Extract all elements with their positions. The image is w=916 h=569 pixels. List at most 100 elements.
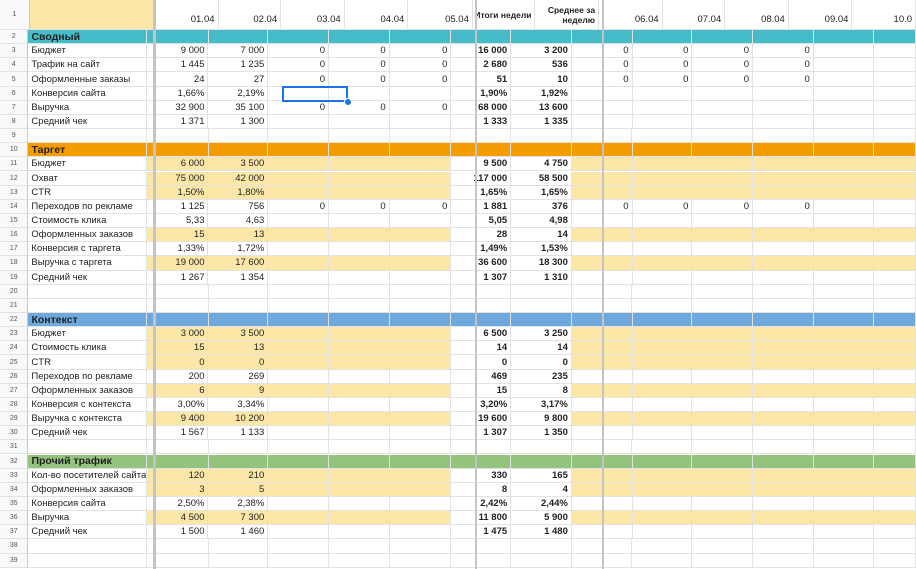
value-cell[interactable] bbox=[268, 412, 329, 427]
empty-cell[interactable] bbox=[692, 539, 753, 554]
section-fill-cell[interactable] bbox=[813, 313, 875, 328]
row-number[interactable]: 2 bbox=[0, 30, 29, 45]
value-cell[interactable] bbox=[753, 100, 814, 115]
average-cell[interactable]: 4 bbox=[511, 482, 572, 497]
value-cell[interactable] bbox=[389, 341, 452, 356]
metric-label[interactable]: Переходов по рекламе bbox=[28, 199, 147, 214]
value-cell[interactable]: 3 bbox=[146, 482, 209, 497]
value-cell[interactable] bbox=[692, 157, 754, 172]
value-cell[interactable]: 1 371 bbox=[146, 114, 209, 130]
value-cell[interactable]: 5,33 bbox=[146, 213, 209, 229]
value-cell[interactable] bbox=[692, 496, 754, 512]
value-cell[interactable] bbox=[328, 355, 390, 370]
value-cell[interactable]: 3 500 bbox=[208, 157, 269, 172]
value-cell[interactable] bbox=[268, 114, 329, 130]
value-cell[interactable] bbox=[753, 114, 814, 130]
average-cell[interactable]: 1 480 bbox=[511, 525, 572, 540]
value-cell[interactable] bbox=[813, 58, 875, 73]
empty-cell[interactable] bbox=[389, 129, 452, 144]
empty-cell[interactable] bbox=[511, 539, 572, 554]
average-cell[interactable]: 1,65% bbox=[511, 185, 572, 200]
value-cell[interactable] bbox=[632, 213, 693, 229]
empty-cell[interactable] bbox=[692, 440, 753, 455]
row-number[interactable]: 36 bbox=[0, 511, 29, 526]
section-fill-cell[interactable] bbox=[752, 313, 814, 328]
empty-cell[interactable] bbox=[28, 284, 147, 299]
value-cell[interactable] bbox=[632, 86, 693, 101]
total-cell[interactable]: 28 bbox=[451, 228, 512, 243]
row-number[interactable]: 27 bbox=[0, 383, 29, 398]
row-number[interactable]: 24 bbox=[0, 341, 29, 356]
section-header-cell[interactable]: Сводный bbox=[28, 30, 148, 45]
value-cell[interactable]: 1 235 bbox=[208, 58, 269, 73]
frozen-column-separator[interactable] bbox=[475, 0, 477, 569]
value-cell[interactable]: 200 bbox=[146, 369, 209, 384]
value-cell[interactable] bbox=[328, 157, 390, 172]
metric-label[interactable]: Конверсия сайта bbox=[28, 86, 147, 101]
row-number[interactable]: 35 bbox=[0, 496, 29, 512]
value-cell[interactable] bbox=[328, 412, 390, 427]
empty-cell[interactable] bbox=[451, 440, 512, 455]
value-cell[interactable] bbox=[328, 511, 390, 526]
value-cell[interactable]: 0 bbox=[268, 199, 329, 214]
metric-label[interactable]: Стоимость клика bbox=[28, 213, 147, 229]
value-cell[interactable]: 1 567 bbox=[146, 426, 209, 441]
value-cell[interactable]: 9 bbox=[208, 383, 269, 398]
average-cell[interactable]: 8 bbox=[511, 383, 572, 398]
section-fill-cell[interactable] bbox=[389, 454, 452, 469]
average-cell[interactable]: 3,17% bbox=[511, 397, 572, 413]
empty-cell[interactable] bbox=[813, 129, 875, 144]
value-cell[interactable]: 0 bbox=[389, 100, 452, 115]
total-cell[interactable]: 1 307 bbox=[451, 426, 512, 441]
value-cell[interactable] bbox=[874, 327, 916, 342]
value-cell[interactable]: 0 bbox=[268, 44, 329, 59]
empty-cell[interactable] bbox=[632, 440, 693, 455]
value-cell[interactable] bbox=[753, 496, 814, 512]
value-cell[interactable] bbox=[874, 426, 916, 441]
total-cell[interactable]: 2 680 bbox=[451, 58, 512, 73]
value-cell[interactable] bbox=[813, 100, 875, 115]
value-cell[interactable] bbox=[389, 383, 452, 398]
section-fill-cell[interactable] bbox=[813, 30, 875, 45]
empty-cell[interactable] bbox=[451, 298, 512, 313]
value-cell[interactable] bbox=[692, 412, 754, 427]
section-fill-cell[interactable] bbox=[389, 143, 452, 158]
value-cell[interactable] bbox=[753, 426, 814, 441]
value-cell[interactable] bbox=[692, 327, 754, 342]
value-cell[interactable] bbox=[692, 185, 754, 200]
empty-cell[interactable] bbox=[813, 440, 875, 455]
average-cell[interactable]: 1,92% bbox=[511, 86, 572, 101]
value-cell[interactable] bbox=[753, 256, 814, 271]
value-cell[interactable] bbox=[389, 355, 452, 370]
value-cell[interactable] bbox=[328, 327, 390, 342]
value-cell[interactable]: 120 bbox=[146, 468, 209, 483]
average-cell[interactable]: 3 200 bbox=[511, 44, 572, 59]
value-cell[interactable] bbox=[753, 228, 814, 243]
row-number[interactable]: 13 bbox=[0, 185, 29, 200]
average-cell[interactable]: 4 750 bbox=[511, 157, 572, 172]
metric-label[interactable]: Средний чек bbox=[28, 114, 147, 130]
metric-label[interactable]: Оформленных заказов bbox=[28, 482, 147, 497]
value-cell[interactable] bbox=[328, 185, 390, 200]
value-cell[interactable] bbox=[389, 412, 452, 427]
empty-cell[interactable] bbox=[146, 129, 209, 144]
total-cell[interactable]: 68 000 bbox=[451, 100, 512, 115]
value-cell[interactable] bbox=[813, 72, 875, 87]
section-fill-cell[interactable] bbox=[268, 313, 330, 328]
value-cell[interactable]: 10 200 bbox=[208, 412, 269, 427]
row-number[interactable]: 6 bbox=[0, 86, 29, 101]
row-number[interactable]: 11 bbox=[0, 157, 29, 172]
empty-cell[interactable] bbox=[329, 298, 390, 313]
value-cell[interactable] bbox=[328, 468, 390, 483]
value-cell[interactable] bbox=[632, 468, 693, 483]
average-cell[interactable]: 1 310 bbox=[511, 270, 572, 285]
value-cell[interactable] bbox=[874, 44, 916, 59]
empty-cell[interactable] bbox=[28, 298, 147, 313]
value-cell[interactable] bbox=[692, 482, 754, 497]
value-cell[interactable] bbox=[874, 256, 916, 271]
value-cell[interactable] bbox=[632, 256, 693, 271]
empty-cell[interactable] bbox=[632, 298, 693, 313]
value-cell[interactable]: 35 100 bbox=[208, 100, 269, 115]
section-fill-cell[interactable] bbox=[208, 143, 269, 158]
value-cell[interactable]: 13 bbox=[208, 341, 269, 356]
